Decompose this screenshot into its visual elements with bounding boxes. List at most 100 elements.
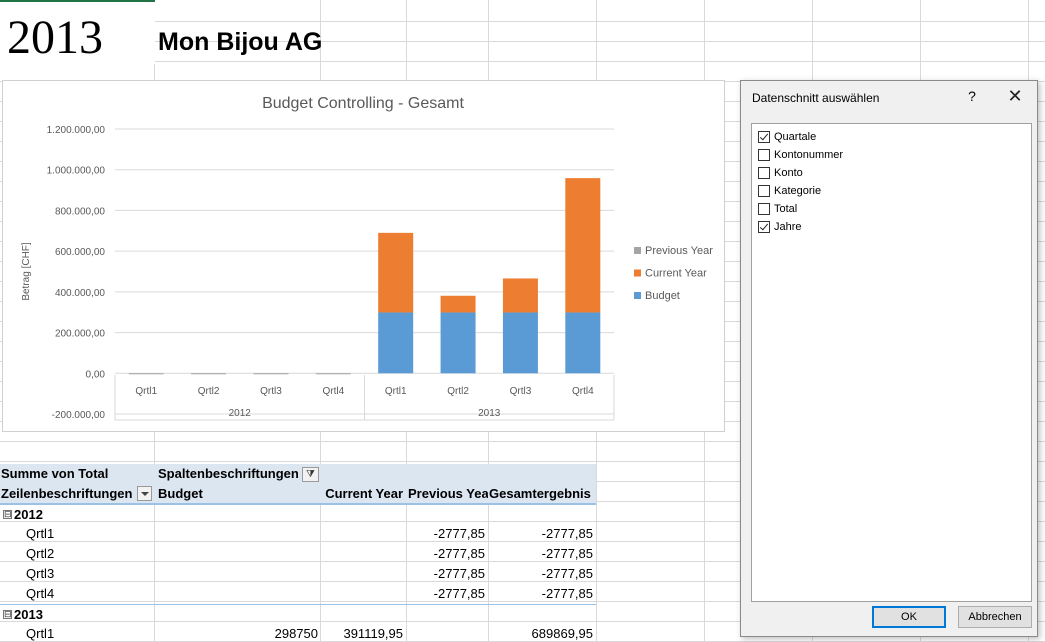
collapse-icon[interactable]: ⊟ <box>3 609 12 619</box>
grand-total-value: -2777,85 <box>541 526 593 541</box>
previous-year-value: -2777,85 <box>433 586 485 601</box>
slicer-field-list[interactable]: Quartale Kontonummer Konto Kategorie Total Ja… <box>751 123 1032 602</box>
checkbox[interactable] <box>758 185 770 197</box>
current-year-value <box>300 564 403 584</box>
bar-current-year <box>565 178 601 313</box>
x-tick-label: Qrtl3 <box>260 386 282 397</box>
checkbox[interactable] <box>758 203 770 215</box>
previous-year-value: -2777,85 <box>433 526 485 541</box>
x-tick-label: Qrtl1 <box>385 386 407 397</box>
row-labels-header: Zeilenbeschriftungen <box>1 486 133 501</box>
close-icon[interactable]: ✕ <box>1007 86 1023 106</box>
current-year-value: 391119,95 <box>343 626 403 641</box>
pivot-chart[interactable]: Budget Controlling - Gesamt 1.200.000,00 1… <box>2 80 725 432</box>
pivot-header-row-2: Zeilenbeschriftungen Budget Current Year… <box>0 484 596 504</box>
pivot-data-row[interactable]: Qrtl4 -2777,85 -2777,85 <box>0 584 596 604</box>
slicer-item-label: Konto <box>774 167 803 179</box>
grand-total-value: -2777,85 <box>541 586 593 601</box>
pivot-header-row-1: Summe von Total Spaltenbeschriftungen ⧩ <box>0 464 596 484</box>
collapse-icon[interactable]: ⊟ <box>3 509 12 519</box>
pivot-data-row[interactable]: Qrtl2 -2777,85 -2777,85 <box>0 544 596 564</box>
bar-previous-year <box>315 373 351 375</box>
x-group-label: 2013 <box>478 408 501 419</box>
y-tick-label: -200.000,00 <box>52 410 106 421</box>
slicer-item-total[interactable]: Total <box>758 200 958 218</box>
row-label: Qrtl4 <box>26 586 55 601</box>
y-tick-label: 400.000,00 <box>55 288 105 299</box>
x-tick-label: Qrtl1 <box>135 386 157 397</box>
legend-swatch <box>634 269 641 277</box>
previous-year-value <box>408 624 485 642</box>
checkbox[interactable] <box>758 149 770 161</box>
bar-current-year <box>440 295 476 313</box>
group-label: 2012 <box>14 507 43 522</box>
budget-value <box>158 524 318 544</box>
previous-year-value: -2777,85 <box>433 546 485 561</box>
grand-total-value: 689869,95 <box>531 626 593 641</box>
ok-button[interactable]: OK <box>872 606 946 628</box>
budget-value: 298750 <box>274 626 318 641</box>
bar-current-year <box>378 232 414 313</box>
bar-budget <box>378 312 414 374</box>
check-icon <box>759 221 769 231</box>
slicer-item-label: Jahre <box>774 221 802 233</box>
cancel-button[interactable]: Abbrechen <box>958 606 1032 628</box>
chart-canvas: Budget Controlling - Gesamt 1.200.000,00 1… <box>21 95 713 421</box>
filter-icon[interactable]: ⧩ <box>302 467 319 482</box>
dialog-title: Datenschnitt auswählen <box>752 91 880 105</box>
x-tick-label: Qrtl3 <box>510 386 532 397</box>
slicer-item-kategorie[interactable]: Kategorie <box>758 182 958 200</box>
budget-value <box>158 584 318 604</box>
check-icon <box>759 131 769 141</box>
checkbox[interactable] <box>758 167 770 179</box>
pivot-group-row[interactable]: ⊟ 2013 <box>0 604 596 624</box>
bar-current-year <box>502 278 538 313</box>
pivot-group-row[interactable]: ⊟ 2012 <box>0 504 596 524</box>
budget-value <box>158 544 318 564</box>
row-label: Qrtl1 <box>26 626 55 641</box>
column-header-previous-year: Previous Yea <box>408 486 488 501</box>
slicer-item-label: Kontonummer <box>774 149 844 161</box>
y-tick-label: 1.000.000,00 <box>47 166 106 177</box>
slicer-item-label: Quartale <box>774 131 817 143</box>
row-labels-dropdown-button[interactable] <box>137 486 152 501</box>
legend-label: Current Year <box>645 268 707 280</box>
x-tick-label: Qrtl2 <box>447 386 469 397</box>
checkbox[interactable] <box>758 131 770 143</box>
row-label: Qrtl3 <box>26 566 55 581</box>
checkbox[interactable] <box>758 221 770 233</box>
x-group-label: 2012 <box>229 408 252 419</box>
legend-swatch <box>634 247 641 254</box>
year-text: 2013 <box>7 11 103 64</box>
slicer-item-kontonummer[interactable]: Kontonummer <box>758 146 958 164</box>
y-tick-label: 1.200.000,00 <box>47 125 106 136</box>
grand-total-value: -2777,85 <box>541 566 593 581</box>
current-year-value <box>300 584 403 604</box>
column-header-current-year: Current Year <box>325 486 403 501</box>
pivot-data-row[interactable]: Qrtl3 -2777,85 -2777,85 <box>0 564 596 584</box>
legend-swatch <box>634 292 641 299</box>
bar-budget <box>565 312 601 374</box>
slicer-item-jahre[interactable]: Jahre <box>758 218 958 236</box>
y-tick-label: 600.000,00 <box>55 247 105 258</box>
year-cell[interactable]: 2013 <box>0 0 155 64</box>
pivot-data-row[interactable]: Qrtl1 -2777,85 -2777,85 <box>0 524 596 544</box>
column-header-grand-total: Gesamtergebnis <box>489 486 591 501</box>
help-icon[interactable]: ? <box>968 88 976 104</box>
legend-label: Previous Year <box>645 245 713 257</box>
bar-previous-year <box>253 373 289 375</box>
bar-budget <box>440 312 476 374</box>
x-tick-label: Qrtl2 <box>198 386 220 397</box>
y-axis-title: Betrag [CHF] <box>21 242 32 301</box>
grand-total-value: -2777,85 <box>541 546 593 561</box>
group-label: 2013 <box>14 607 43 622</box>
legend-label: Budget <box>645 290 680 302</box>
bar-budget <box>502 312 538 374</box>
slicer-dialog[interactable]: Datenschnitt auswählen ? ✕ Quartale Konto… <box>740 80 1038 637</box>
pivot-data-row[interactable]: Qrtl1 298750 391119,95 689869,95 <box>0 624 596 642</box>
slicer-item-quartale[interactable]: Quartale <box>758 128 958 146</box>
budget-value <box>158 564 318 584</box>
slicer-item-konto[interactable]: Konto <box>758 164 958 182</box>
column-labels-header: Spaltenbeschriftungen <box>158 466 299 481</box>
